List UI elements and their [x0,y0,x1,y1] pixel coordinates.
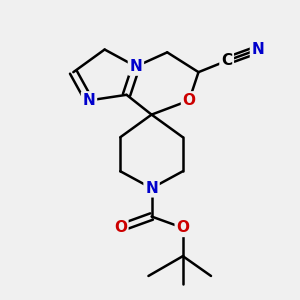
Text: O: O [176,220,189,235]
Text: C: C [221,53,232,68]
Text: O: O [183,93,196,108]
Text: O: O [114,220,127,235]
Text: N: N [252,42,264,57]
Text: N: N [145,181,158,196]
Text: N: N [130,59,142,74]
Text: N: N [82,93,95,108]
